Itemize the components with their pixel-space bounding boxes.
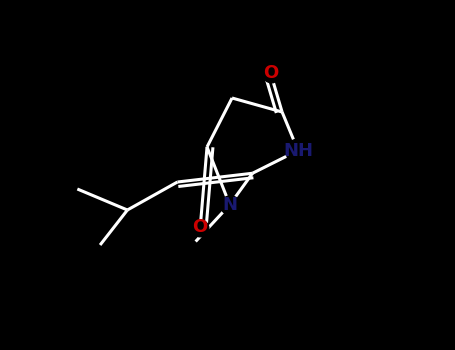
Text: N: N [222, 196, 237, 214]
Text: NH: NH [283, 141, 313, 160]
Text: O: O [192, 218, 208, 237]
Text: O: O [263, 64, 278, 83]
